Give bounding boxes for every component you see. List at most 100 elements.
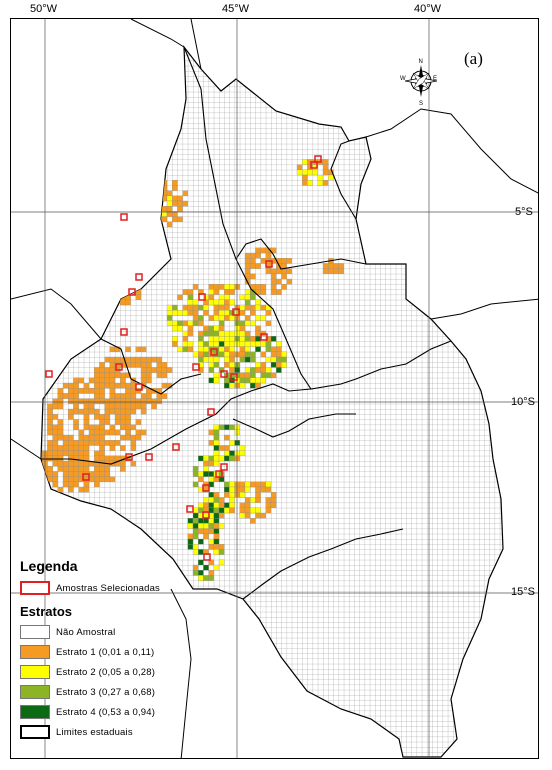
stratum-cell: [104, 471, 110, 477]
stratum-cell: [57, 419, 64, 425]
stratum-cell: [244, 351, 251, 358]
stratum-cell: [224, 310, 230, 316]
stratum-cell: [88, 476, 95, 482]
stratum-cell: [99, 382, 105, 389]
stratum-cell: [94, 481, 100, 488]
stratum-cell: [83, 398, 90, 404]
stratum-cell: [187, 341, 194, 347]
stratum-cell: [62, 476, 69, 482]
stratum-cell: [57, 424, 64, 430]
stratum-cell: [255, 336, 261, 342]
stratum-cell: [244, 258, 251, 264]
legend-item-label: Estrato 1 (0,01 a 0,11): [56, 646, 155, 658]
stratum-cell: [218, 294, 225, 300]
stratum-cell: [307, 180, 313, 186]
stratum-cell: [94, 476, 100, 482]
stratum-cell: [177, 206, 183, 212]
stratum-cell: [130, 434, 136, 441]
stratum-cell: [276, 356, 282, 363]
map-legend: Legenda Amostras Selecionadas Estratos N…: [20, 558, 194, 742]
legend-strata-title: Estratos: [20, 604, 73, 619]
stratum-cell: [68, 476, 74, 482]
legend-row-stratum-3: Estrato 3 (0,27 a 0,68): [20, 682, 194, 702]
stratum-cell: [166, 200, 173, 207]
stratum-cell: [109, 346, 116, 352]
stratum-cell: [208, 528, 214, 534]
stratum-cell: [218, 549, 225, 555]
stratum-cell: [130, 403, 136, 410]
stratum-cell: [68, 388, 74, 394]
stratum-cell: [94, 434, 100, 441]
stratum-cell: [328, 268, 334, 274]
stratum-cell: [78, 476, 84, 482]
stratum-cell: [213, 429, 220, 436]
stratum-cell: [151, 185, 157, 191]
stratum-cell: [94, 388, 100, 394]
stratum-cell: [213, 377, 220, 384]
stratum-cell: [187, 294, 194, 300]
stratum-cell: [94, 393, 100, 399]
stratum-cell: [208, 455, 214, 462]
legend-row-stratum-1: Estrato 1 (0,01 a 0,11): [20, 642, 194, 662]
stratum-cell: [47, 414, 53, 420]
stratum-cell: [281, 356, 287, 363]
stratum-cell: [182, 310, 188, 316]
stratum-cell: [47, 466, 53, 472]
stratum-cell: [68, 434, 74, 441]
stratum-cell: [328, 263, 334, 269]
stratum-cell: [229, 330, 235, 337]
stratum-cell: [208, 294, 214, 300]
stratum-cell: [130, 460, 136, 467]
stratum-cell: [73, 445, 79, 451]
stratum-cell: [57, 398, 64, 404]
stratum-cell: [224, 362, 230, 368]
stratum-cell: [120, 445, 126, 451]
stratum-cell: [135, 388, 142, 394]
stratum-cell: [213, 538, 220, 545]
stratum-cell: [328, 174, 334, 181]
stratum-cell: [218, 544, 225, 550]
stratum-cell: [218, 299, 225, 306]
stratum-cell: [78, 434, 84, 441]
stratum-cell: [166, 190, 173, 196]
stratum-cell: [218, 497, 225, 503]
stratum-cell: [83, 466, 90, 472]
stratum-cell: [208, 315, 214, 321]
stratum-cell: [192, 351, 199, 358]
stratum-cell: [104, 455, 110, 462]
stratum-cell: [52, 398, 58, 404]
stratum-cell: [255, 247, 261, 254]
stratum-cell: [250, 351, 256, 358]
stratum-cell: [239, 356, 246, 363]
stratum-cell: [224, 284, 230, 290]
stratum-cell: [198, 502, 204, 508]
legend-row-stratum-4: Estrato 4 (0,53 a 0,94): [20, 702, 194, 722]
stratum-cell: [68, 393, 74, 399]
stratum-cell: [218, 512, 225, 519]
stratum-cell: [229, 481, 235, 488]
stratum-cell: [62, 481, 69, 488]
stratum-cell: [156, 195, 162, 202]
stratum-cell: [239, 445, 246, 451]
stratum-cell: [125, 299, 131, 306]
stratum-cell: [83, 476, 90, 482]
stratum-cell: [146, 356, 152, 363]
stratum-cell: [198, 575, 204, 581]
stratum-cell: [255, 315, 261, 321]
stratum-cell: [140, 206, 147, 212]
stratum-cell: [208, 575, 214, 581]
stratum-cell: [156, 367, 162, 373]
stratum-cell: [94, 440, 100, 446]
stratum-cell: [260, 367, 266, 373]
stratum-cell: [198, 518, 204, 524]
stratum-cell: [187, 320, 194, 326]
compass-w-label: W: [400, 76, 406, 82]
stratum-cell: [203, 518, 209, 524]
stratum-cell: [250, 377, 256, 384]
stratum-cell: [239, 320, 246, 326]
stratum-cell: [302, 159, 308, 165]
stratum-cell: [125, 424, 131, 430]
stratum-cell: [265, 367, 272, 373]
stratum-cell: [224, 341, 230, 347]
stratum-cell: [208, 341, 214, 347]
